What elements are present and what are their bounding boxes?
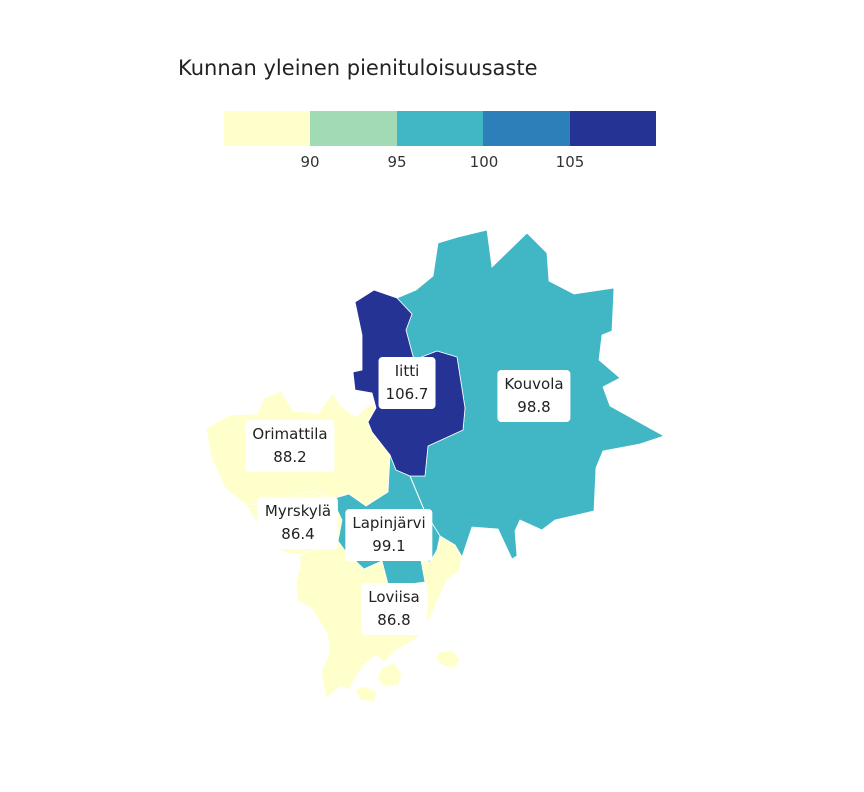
island-loviisa-3 [354,685,378,703]
label-iitti: Iitti 106.7 [378,357,436,409]
map-title: Kunnan yleinen pienituloisuusaste [178,56,538,80]
legend-tick-90: 90 [300,153,320,171]
island-loviisa-2 [376,662,403,687]
label-iitti-value: 106.7 [385,385,429,403]
label-loviisa: Loviisa 86.8 [361,583,427,635]
island-loviisa-1 [434,649,461,669]
label-kouvola-name: Kouvola [504,375,564,393]
label-lapinjarvi: Lapinjärvi 99.1 [345,509,433,561]
label-orimattila-name: Orimattila [252,425,328,443]
label-iitti-name: Iitti [394,362,420,380]
color-legend [224,111,657,146]
label-lapinjarvi-name: Lapinjärvi [352,514,426,532]
label-orimattila-value: 88.2 [273,448,307,466]
legend-tick-100: 100 [469,153,499,171]
legend-swatch-5 [569,111,657,146]
legend-swatch-4 [483,111,570,146]
label-myrskyla-value: 86.4 [281,525,315,543]
label-kouvola-value: 98.8 [517,398,551,416]
label-lapinjarvi-value: 99.1 [372,537,406,555]
label-myrskyla-name: Myrskylä [264,502,332,520]
label-myrskyla: Myrskylä 86.4 [257,497,339,549]
legend-tick-95: 95 [387,153,407,171]
label-loviisa-value: 86.8 [377,611,411,629]
legend-swatch-3 [396,111,484,146]
label-loviisa-name: Loviisa [368,588,420,606]
legend-swatch-2 [310,111,397,146]
legend-swatch-1 [224,111,311,146]
legend-tick-105: 105 [555,153,585,171]
label-orimattila: Orimattila 88.2 [245,420,335,472]
border-line [409,475,426,513]
label-kouvola: Kouvola 98.8 [497,370,571,422]
